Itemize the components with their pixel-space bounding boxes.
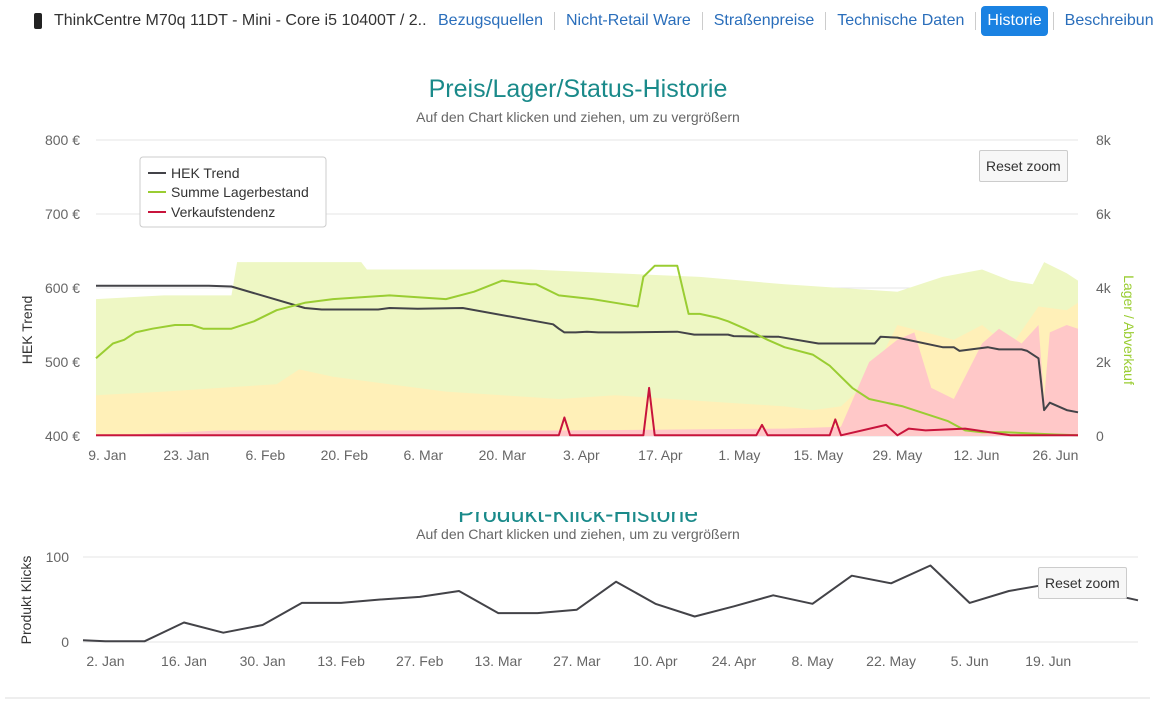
x-tick-label: 29. May: [872, 447, 922, 463]
legend-summe-lagerbestand[interactable]: Summe Lagerbestand: [171, 184, 309, 200]
chart-subtitle: Auf den Chart klicken und ziehen, um zu …: [416, 109, 740, 125]
x-tick-label: 23. Jan: [163, 447, 209, 463]
lagerbestand-line[interactable]: [95, 264, 1079, 437]
x-tick-label: 3. Apr: [563, 447, 600, 463]
tab-bezugsquellen[interactable]: Bezugsquellen: [438, 12, 543, 29]
product-nav: ThinkCentre M70q 11DT - Mini - Core i5 1…: [0, 0, 1154, 42]
tab-separator: [975, 12, 977, 30]
tab-bar: Bezugsquellen Nicht-Retail Ware Straßenp…: [432, 5, 1154, 37]
tab-technische-daten[interactable]: Technische Daten: [837, 12, 965, 29]
y-tick-label: 500 €: [45, 354, 80, 370]
chart-subtitle: Auf den Chart klicken und ziehen, um zu …: [416, 526, 740, 542]
tab-separator: [825, 12, 827, 30]
tab-historie[interactable]: Historie: [981, 6, 1048, 36]
chart-title: Preis/Lager/Status-Historie: [429, 75, 728, 103]
y-tick-label: 100: [46, 549, 70, 565]
y2-tick-label: 2k: [1096, 354, 1112, 370]
band-stock-reserve: [96, 302, 1078, 436]
x-tick-label: 9. Jan: [88, 447, 126, 463]
y-tick-label: 800 €: [45, 132, 80, 148]
chart-legend: HEK Trend Summe Lagerbestand Verkaufsten…: [139, 156, 327, 228]
tab-separator: [1052, 12, 1054, 30]
x-tick-label: 2. Jan: [86, 653, 124, 669]
product-header: ThinkCentre M70q 11DT - Mini - Core i5 1…: [26, 4, 428, 38]
x-tick-label: 1. May: [718, 447, 760, 463]
x-tick-label: 15. May: [793, 447, 843, 463]
reset-zoom-button-2[interactable]: Reset zoom: [1038, 567, 1127, 599]
x-tick-label: 22. May: [866, 653, 916, 669]
x-tick-label: 20. Feb: [321, 447, 369, 463]
tab-nicht-retail-ware[interactable]: Nicht-Retail Ware: [565, 12, 691, 29]
produkt-klicks-line[interactable]: [82, 564, 1139, 643]
y-axis-title: HEK Trend: [19, 296, 35, 364]
x-tick-label: 24. Apr: [712, 653, 757, 669]
device-icon: [34, 13, 42, 29]
x-tick-label: 12. Jun: [953, 447, 999, 463]
x-tick-label: 5. Jun: [951, 653, 989, 669]
product-click-chart[interactable]: Produkt-Klick-Historie Auf den Chart kli…: [0, 512, 1154, 712]
x-tick-label: 10. Apr: [633, 653, 678, 669]
x-tick-label: 13. Mar: [475, 653, 523, 669]
x-tick-label: 30. Jan: [240, 653, 286, 669]
y-tick-label: 400 €: [45, 428, 80, 444]
x-tick-label: 16. Jan: [161, 653, 207, 669]
band-sales-trend: [96, 325, 1078, 436]
y-tick-label: 700 €: [45, 206, 80, 222]
tab-separator: [701, 12, 703, 30]
price-stock-chart[interactable]: Preis/Lager/Status-Historie Auf den Char…: [0, 42, 1154, 512]
hek-trend-line[interactable]: [96, 284, 1079, 414]
x-tick-label: 19. Jun: [1025, 653, 1071, 669]
product-title: ThinkCentre M70q 11DT - Mini - Core i5 1…: [53, 12, 428, 29]
tab-separator: [553, 12, 555, 30]
tab-beschreibung[interactable]: Beschreibung: [1064, 12, 1154, 29]
reset-zoom-button-1[interactable]: Reset zoom: [979, 150, 1068, 182]
chart-title: Produkt-Klick-Historie: [458, 512, 698, 528]
verkaufstendenz-line[interactable]: [96, 386, 1078, 437]
x-tick-label: 27. Feb: [396, 653, 444, 669]
y2-tick-label: 4k: [1096, 280, 1112, 296]
y2-tick-label: 0: [1096, 428, 1104, 444]
y-tick-label: 0: [61, 634, 69, 650]
y2-tick-label: 8k: [1096, 132, 1112, 148]
x-tick-label: 20. Mar: [479, 447, 527, 463]
legend-verkaufstendenz[interactable]: Verkaufstendenz: [171, 204, 275, 220]
y-tick-label: 600 €: [45, 280, 80, 296]
legend-hek-trend[interactable]: HEK Trend: [171, 165, 239, 181]
x-tick-label: 27. Mar: [553, 653, 601, 669]
x-tick-label: 13. Feb: [317, 653, 365, 669]
y2-tick-label: 6k: [1096, 206, 1112, 222]
x-tick-label: 6. Feb: [245, 447, 285, 463]
x-tick-label: 17. Apr: [638, 447, 683, 463]
y2-axis-title: Lager / Abverkauf: [1121, 275, 1137, 385]
tab-strassenpreise[interactable]: Straßenpreise: [713, 12, 815, 29]
x-tick-label: 6. Mar: [403, 447, 443, 463]
y-axis-title: Produkt Klicks: [18, 556, 34, 645]
x-tick-label: 26. Jun: [1032, 447, 1078, 463]
x-tick-label: 8. May: [792, 653, 834, 669]
